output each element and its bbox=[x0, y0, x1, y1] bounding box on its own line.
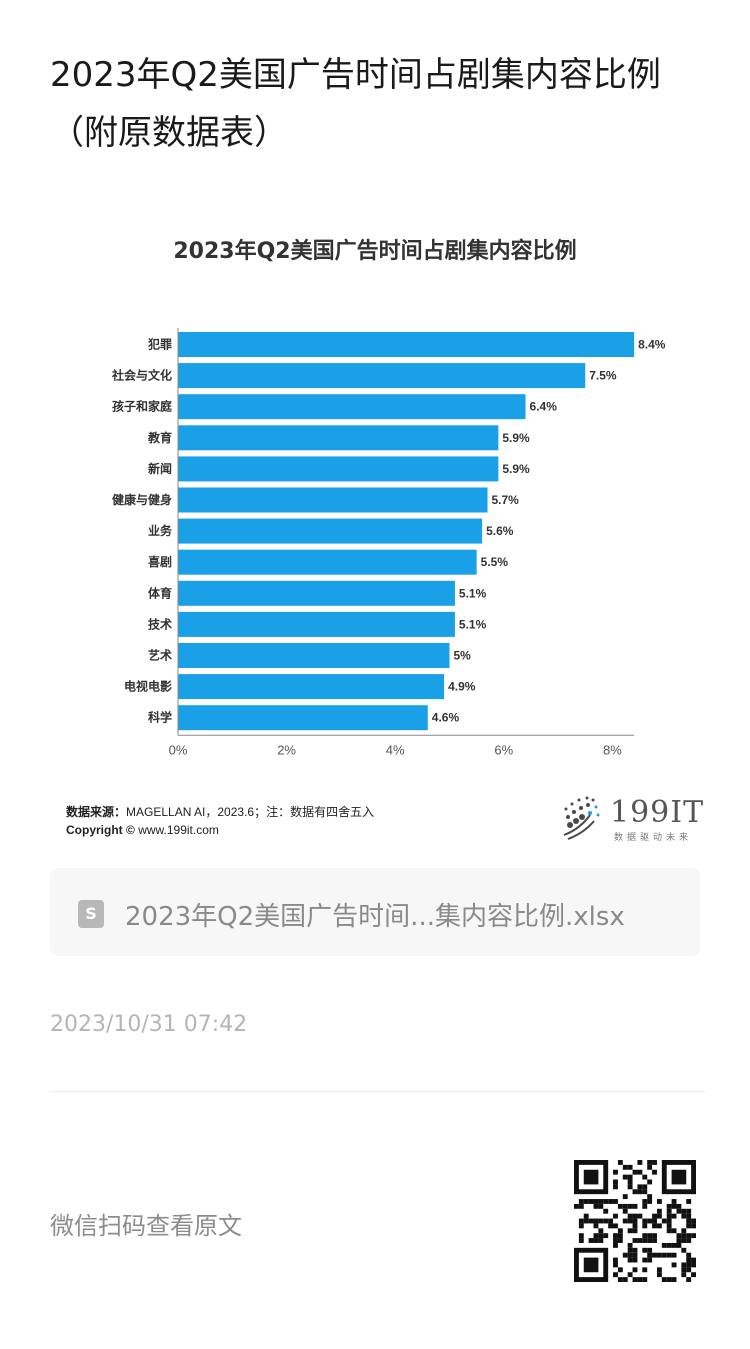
bar bbox=[178, 332, 635, 357]
article-title: 2023年Q2美国广告时间占剧集内容比例（附原数据表） bbox=[50, 55, 661, 153]
qr-code-icon[interactable] bbox=[574, 1160, 696, 1282]
data-label: 7.5% bbox=[589, 369, 617, 383]
x-tick-label: 4% bbox=[386, 742, 405, 757]
logo-subtitle: 数据驱动未来 bbox=[614, 833, 693, 843]
bar bbox=[178, 456, 499, 482]
data-label: 4.9% bbox=[448, 680, 476, 694]
copyright: Copyright © www.199it.com bbox=[66, 823, 219, 837]
bar bbox=[178, 549, 477, 575]
source-text: MAGELLAN AI，2023.6；注：数据有四舍五入 bbox=[126, 805, 375, 819]
bar bbox=[178, 705, 428, 731]
x-tick-label: 2% bbox=[277, 742, 296, 757]
category-label: 电视电影 bbox=[124, 679, 172, 694]
logo-199it: 199IT 数据驱动未来 bbox=[560, 795, 703, 843]
attachment-file-name[interactable]: 2023年Q2美国广告时间...集内容比例.xlsx bbox=[125, 902, 625, 932]
logo-text: 199IT bbox=[610, 795, 705, 830]
source-label: 数据来源： bbox=[66, 805, 127, 819]
data-label: 5.6% bbox=[486, 524, 514, 538]
qr-caption: 微信扫码查看原文 bbox=[50, 1212, 242, 1240]
bar bbox=[178, 674, 445, 700]
x-tick-label: 0% bbox=[169, 742, 188, 757]
data-label: 5% bbox=[454, 649, 472, 663]
data-label: 5.7% bbox=[492, 493, 520, 507]
category-label: 技术 bbox=[148, 616, 172, 631]
category-label: 喜剧 bbox=[148, 554, 172, 569]
chart-title: 2023年Q2美国广告时间占剧集内容比例 bbox=[173, 239, 577, 264]
x-tick-label: 8% bbox=[603, 742, 622, 757]
data-label: 5.9% bbox=[502, 431, 530, 445]
logo-flower-icon bbox=[563, 796, 600, 840]
x-tick-label: 6% bbox=[494, 742, 513, 757]
category-label: 犯罪 bbox=[147, 337, 172, 352]
copyright-url: www.199it.com bbox=[138, 823, 219, 837]
bar bbox=[178, 580, 455, 606]
data-label: 5.1% bbox=[459, 617, 487, 631]
bar-chart: 犯罪 8.4% 社会与文化 7.5% 孩子和家庭 6.4% 教育 5.9% 新闻 5.9% 健康与健… bbox=[111, 328, 666, 757]
publish-timestamp: 2023/10/31 07:42 bbox=[50, 1012, 248, 1037]
category-label: 健康与健身 bbox=[112, 492, 172, 507]
copyright-label: Copyright © bbox=[66, 823, 135, 837]
data-label: 5.5% bbox=[481, 555, 509, 569]
category-label: 新闻 bbox=[148, 461, 172, 476]
chart-container: 2023年Q2美国广告时间占剧集内容比例 犯罪 8.4% 社会与文化 7.5% 孩子和家… bbox=[50, 215, 710, 855]
data-label: 5.1% bbox=[459, 586, 487, 600]
bar bbox=[178, 425, 499, 451]
category-label: 科学 bbox=[148, 710, 172, 725]
data-label: 6.4% bbox=[530, 400, 558, 414]
data-label: 8.4% bbox=[638, 338, 666, 352]
bar bbox=[178, 487, 488, 513]
bar bbox=[178, 363, 586, 389]
category-label: 业务 bbox=[148, 523, 173, 538]
category-label: 社会与文化 bbox=[111, 368, 172, 383]
data-label: 4.6% bbox=[432, 711, 460, 725]
bar bbox=[178, 518, 483, 544]
data-label: 5.9% bbox=[502, 462, 530, 476]
bar bbox=[178, 611, 455, 637]
data-source: 数据来源：MAGELLAN AI，2023.6；注：数据有四舍五入 bbox=[66, 803, 374, 820]
divider bbox=[50, 1091, 705, 1092]
category-label: 教育 bbox=[147, 430, 172, 445]
category-label: 孩子和家庭 bbox=[112, 399, 172, 414]
bar bbox=[178, 643, 450, 668]
category-label: 艺术 bbox=[148, 648, 172, 663]
spreadsheet-file-icon: S bbox=[78, 900, 104, 928]
category-label: 体育 bbox=[148, 585, 172, 600]
bar bbox=[178, 394, 526, 420]
attachment-card[interactable]: S 2023年Q2美国广告时间...集内容比例.xlsx bbox=[50, 868, 700, 956]
